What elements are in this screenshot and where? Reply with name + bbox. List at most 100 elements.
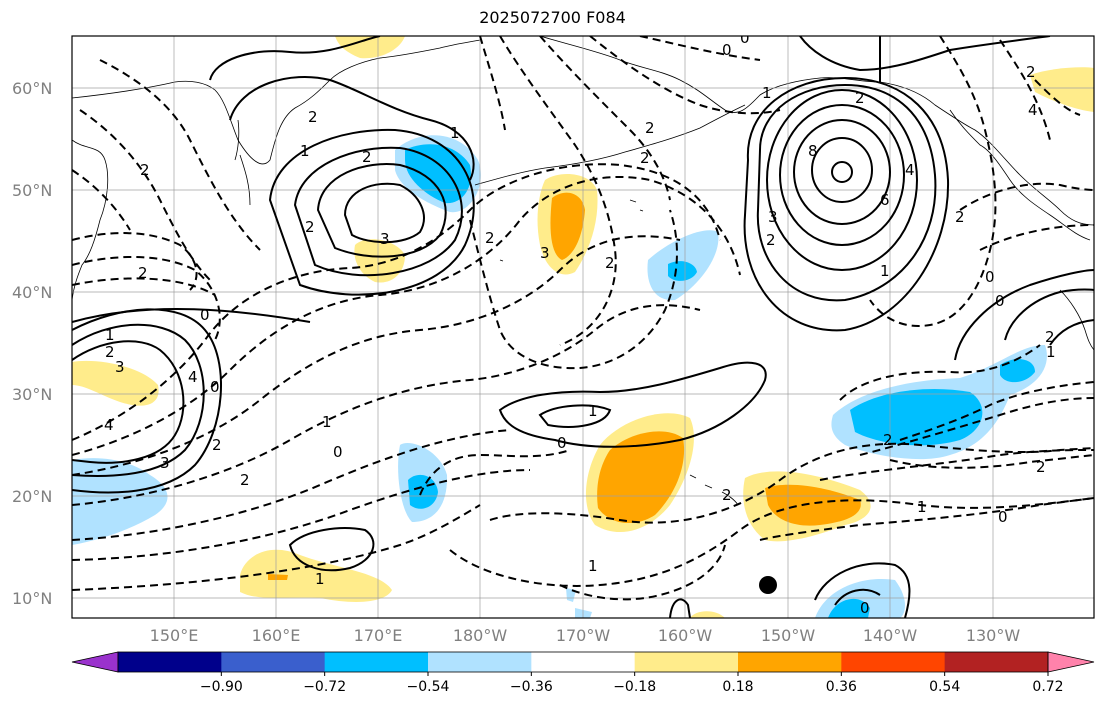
contour-label: 2 (605, 254, 615, 272)
coastline-kuril (234, 119, 251, 206)
contour-label: 4 (104, 416, 114, 434)
dashed-contour (759, 497, 1094, 541)
contour-label: 2 (105, 343, 115, 361)
colorbar-bin (944, 652, 1049, 672)
shade-orange (550, 192, 585, 260)
colorbar-tick-label: −0.72 (303, 679, 346, 695)
contour-label: 2 (883, 431, 893, 449)
positive-shading (72, 36, 1094, 618)
coastline-aleutians (474, 104, 746, 186)
lon-label: 150°W (761, 626, 816, 645)
contour-label: 2 (212, 436, 222, 454)
colorbar-bin (841, 652, 946, 672)
hawaii-contour (669, 598, 691, 618)
high-contour (756, 83, 937, 302)
lat-label: 40°N (12, 283, 52, 302)
dashed-contour (869, 36, 997, 327)
contour-label: 0 (998, 508, 1008, 526)
dashed-contour (819, 449, 1094, 481)
contour-label: 2 (485, 229, 495, 247)
dashed-contour (889, 454, 1094, 469)
dashed-contour (79, 109, 211, 281)
shade-orange (765, 484, 861, 526)
lon-label: 150°E (150, 626, 199, 645)
contour-north (799, 36, 1051, 72)
contour-label: 3 (160, 454, 170, 472)
colorbar-tick-label: 0.36 (826, 679, 857, 695)
colorbar-bin (118, 652, 222, 672)
contour-label: 2 (140, 161, 150, 179)
low-contour (293, 146, 463, 277)
positive-contours (72, 36, 1094, 618)
dashed-contour (99, 59, 261, 251)
se-contour (814, 562, 911, 618)
dashed-contour (469, 209, 678, 370)
dashed-contour (639, 36, 761, 61)
dashed-contour (489, 442, 1094, 524)
dashed-contour (449, 497, 1094, 587)
east-contours (954, 269, 1094, 361)
dashed-contour (1034, 79, 1081, 116)
colorbar-bin (428, 652, 532, 672)
contour-1 (229, 76, 475, 181)
shade-blue-light (72, 458, 168, 545)
contour-1-inner (538, 404, 612, 428)
shade-blue-dark (850, 389, 983, 446)
dashed-contour (899, 381, 1094, 441)
high-contour (766, 89, 918, 271)
shade-yellow (72, 360, 159, 406)
contour-label: 2 (1036, 458, 1046, 476)
coastline-kamchatka (72, 39, 481, 165)
contour-label: 3 (540, 244, 550, 262)
shade-blue-dark (405, 144, 471, 204)
shade-orange (597, 431, 685, 524)
colorbar-ticks: −0.90 −0.72 −0.54 −0.36 −0.18 0.18 0.36 0.54 0.7… (200, 672, 1064, 695)
high-contour (743, 76, 950, 332)
shade-yellow (1030, 67, 1094, 112)
colorbar-tick-label: 0.54 (929, 679, 960, 695)
shade-blue-dark (828, 598, 870, 618)
high-contour (811, 137, 873, 203)
west-contours (72, 340, 185, 464)
colorbar-bin (531, 652, 636, 672)
coastline-alaska (539, 36, 1094, 226)
colorbar (71, 651, 1095, 673)
colorbar-bin (221, 652, 326, 672)
dashed-contour (589, 36, 781, 115)
colorbar-tick-label: −0.90 (200, 679, 243, 695)
contour-label: 8 (808, 142, 818, 160)
contour-label: 4 (188, 368, 198, 386)
contour-label: 2 (766, 231, 776, 249)
contour-label: 3 (115, 358, 125, 376)
dashed-contour (859, 397, 1094, 456)
shade-orange (268, 574, 288, 580)
contour-labels: 0 2 2 1 2 2 3 2 3 1 2 2 0 2 2 1 3 4 4 0 … (104, 36, 1056, 617)
contour-label: 0 (200, 306, 210, 324)
dashed-contour (72, 277, 216, 296)
coastline-okhotsk (72, 139, 109, 301)
low-contour (268, 128, 475, 296)
colorbar-extend-high (1047, 651, 1095, 673)
contour-label: 2 (308, 108, 318, 126)
contour-label: 2 (1045, 328, 1055, 346)
contour-label: 1 (917, 498, 927, 516)
contour-label: 1 (300, 142, 310, 160)
lat-label: 10°N (12, 589, 52, 608)
lat-label: 30°N (12, 385, 52, 404)
colorbar-extend-low (71, 651, 119, 673)
contour-label: 2 (1026, 63, 1036, 81)
colorbar-bin (324, 652, 429, 672)
east-contours (1004, 288, 1094, 341)
shade-yellow (240, 549, 392, 602)
se-contour (834, 588, 881, 606)
longitude-labels: 150°E 160°E 170°E 180°W 170°W 160°W 150°… (150, 626, 1021, 645)
contour-label: 1 (762, 84, 772, 102)
contour-label: 1 (322, 413, 332, 431)
contour-label: 6 (880, 191, 890, 209)
dashed-contour (72, 504, 481, 591)
contour-label: 2 (645, 119, 655, 137)
low-contour (343, 182, 425, 244)
colorbar-tick-label: 0.72 (1032, 679, 1063, 695)
contour-0-sw (288, 527, 375, 572)
